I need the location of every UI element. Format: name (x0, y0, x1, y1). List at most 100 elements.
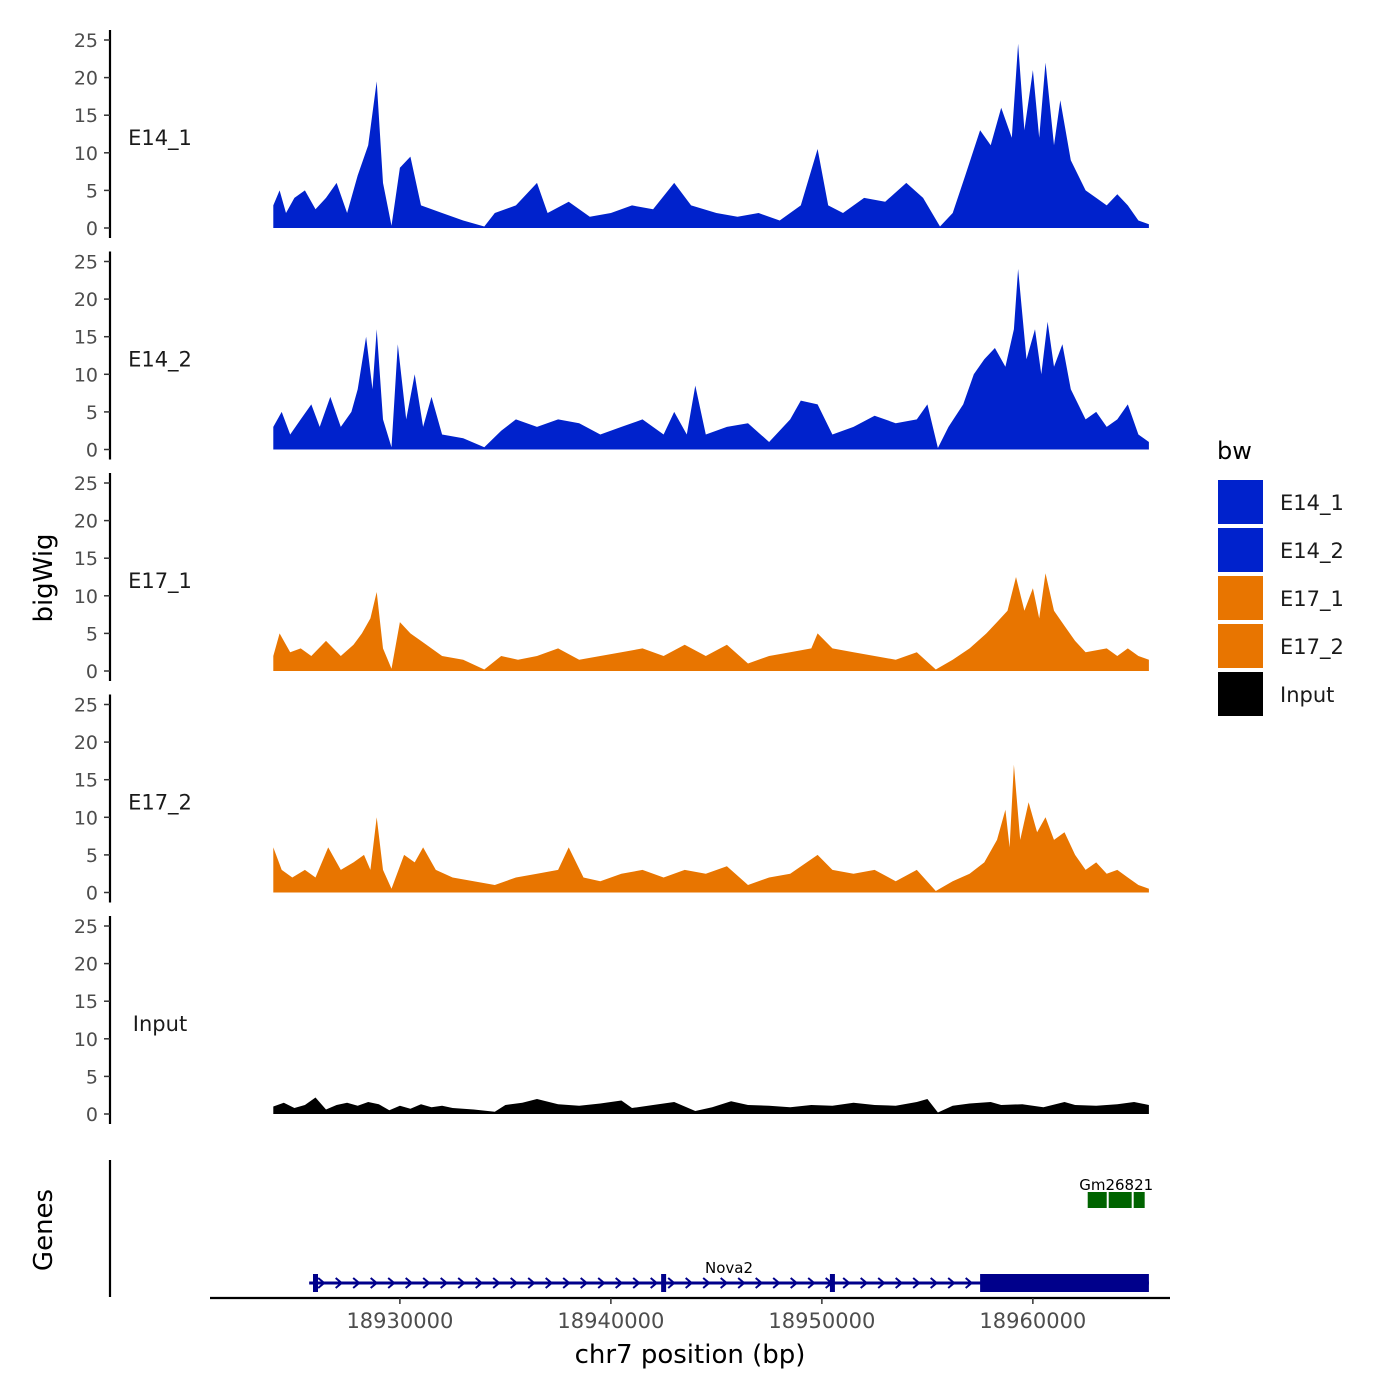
y-tick-label: 15 (74, 105, 98, 127)
gene-exon (829, 1274, 835, 1292)
legend-item-Input: Input (1218, 672, 1334, 716)
y-tick-label: 5 (86, 623, 98, 645)
legend-item-E14_2: E14_2 (1218, 528, 1344, 572)
tracks-layer: 0 5 10 15 20 25 E14_1 0 5 10 15 20 25 E14_2 0 5 10 15 20 25… (74, 30, 1149, 1126)
strand-arrow (965, 1277, 974, 1289)
y-tick-label: 20 (74, 289, 98, 311)
coverage-area-E17_2 (273, 764, 1149, 893)
gene-label: Nova2 (705, 1259, 753, 1277)
y-tick-label: 25 (74, 695, 98, 717)
strand-arrow (492, 1277, 501, 1289)
track-E14_1: 0 5 10 15 20 25 E14_1 (74, 30, 1149, 240)
x-tick-label: 18950000 (768, 1309, 875, 1333)
y-tick-label: 20 (74, 954, 98, 976)
strand-arrow (772, 1277, 781, 1289)
y-tick-label: 10 (74, 143, 98, 165)
genes-track: Gm26821 Nova2 (108, 1160, 1153, 1297)
y-tick-label: 10 (74, 1029, 98, 1051)
y-tick-label: 10 (74, 586, 98, 608)
strand-arrow (807, 1277, 816, 1289)
y-tick-label: 25 (74, 916, 98, 938)
legend-item-E14_1: E14_1 (1218, 480, 1344, 524)
strand-arrow (947, 1277, 956, 1289)
strand-arrow (720, 1277, 729, 1289)
legend: E14_1 E14_2 E17_1 E17_2 Input (1218, 480, 1344, 716)
strand-arrow (877, 1277, 886, 1289)
track-label: E17_2 (128, 790, 192, 815)
track-Input: 0 5 10 15 20 25 Input (74, 916, 1149, 1126)
strand-arrow (580, 1277, 589, 1289)
x-tick-label: 18930000 (346, 1309, 453, 1333)
legend-label: Input (1280, 683, 1334, 707)
x-axis: 18930000 18940000 18950000 18960000 (210, 1296, 1170, 1333)
x-tick-label: 18940000 (557, 1309, 664, 1333)
y-tick-label: 0 (86, 661, 98, 683)
strand-arrow (632, 1277, 641, 1289)
strand-arrow (387, 1277, 396, 1289)
genes-axis-title: Genes (29, 1189, 59, 1271)
strand-arrow (930, 1277, 939, 1289)
coverage-area-E14_2 (273, 269, 1149, 450)
strand-arrow (597, 1277, 606, 1289)
strand-arrow (615, 1277, 624, 1289)
legend-item-E17_1: E17_1 (1218, 576, 1344, 620)
y-tick-label: 15 (74, 770, 98, 792)
strand-arrow (335, 1277, 344, 1289)
y-tick-label: 0 (86, 440, 98, 462)
legend-title: bw (1217, 437, 1252, 465)
coverage-area-E17_1 (273, 573, 1149, 671)
y-tick-label: 15 (74, 548, 98, 570)
strand-arrow (440, 1277, 449, 1289)
gene-utr (980, 1274, 1149, 1292)
y-tick-label: 10 (74, 807, 98, 829)
coverage-area-Input (273, 1097, 1149, 1114)
coverage-area-E14_1 (273, 43, 1149, 228)
strand-arrow (317, 1277, 326, 1289)
y-tick-label: 20 (74, 68, 98, 90)
legend-label: E17_1 (1280, 587, 1344, 612)
track-label: E17_1 (128, 569, 192, 594)
legend-label: E14_2 (1280, 539, 1344, 564)
strand-arrow (685, 1277, 694, 1289)
y-tick-label: 25 (74, 473, 98, 495)
legend-label: E17_2 (1280, 635, 1344, 660)
y-tick-label: 5 (86, 845, 98, 867)
strand-arrow (510, 1277, 519, 1289)
track-E17_2: 0 5 10 15 20 25 E17_2 (74, 694, 1149, 905)
legend-swatch (1218, 576, 1263, 620)
y-tick-label: 15 (74, 991, 98, 1013)
strand-arrow (702, 1277, 711, 1289)
track-E14_2: 0 5 10 15 20 25 E14_2 (74, 251, 1149, 462)
strand-arrow (475, 1277, 484, 1289)
y-tick-label: 25 (74, 252, 98, 274)
y-tick-label: 5 (86, 1066, 98, 1088)
track-E17_1: 0 5 10 15 20 25 E17_1 (74, 473, 1149, 683)
strand-arrow (790, 1277, 799, 1289)
legend-swatch (1218, 528, 1263, 572)
y-tick-label: 25 (74, 30, 98, 52)
y-tick-label: 5 (86, 180, 98, 202)
gene-label: Gm26821 (1079, 1176, 1153, 1194)
strand-arrow (545, 1277, 554, 1289)
strand-arrow (737, 1277, 746, 1289)
strand-arrow (422, 1277, 431, 1289)
y-tick-label: 20 (74, 732, 98, 754)
legend-label: E14_1 (1280, 491, 1344, 516)
strand-arrow (457, 1277, 466, 1289)
legend-swatch (1218, 672, 1263, 716)
legend-item-E17_2: E17_2 (1218, 624, 1344, 668)
strand-arrow (755, 1277, 764, 1289)
strand-arrow (527, 1277, 536, 1289)
strand-arrow (860, 1277, 869, 1289)
y-tick-label: 15 (74, 327, 98, 349)
gene-exon (661, 1274, 667, 1292)
strand-arrow (562, 1277, 571, 1289)
y-tick-label: 0 (86, 218, 98, 240)
strand-arrow (842, 1277, 851, 1289)
track-label: E14_1 (128, 126, 192, 151)
gene-Nova2: Nova2 (309, 1259, 1149, 1292)
x-tick-label: 18960000 (979, 1309, 1086, 1333)
track-label: Input (133, 1012, 187, 1036)
strand-arrow (370, 1277, 379, 1289)
